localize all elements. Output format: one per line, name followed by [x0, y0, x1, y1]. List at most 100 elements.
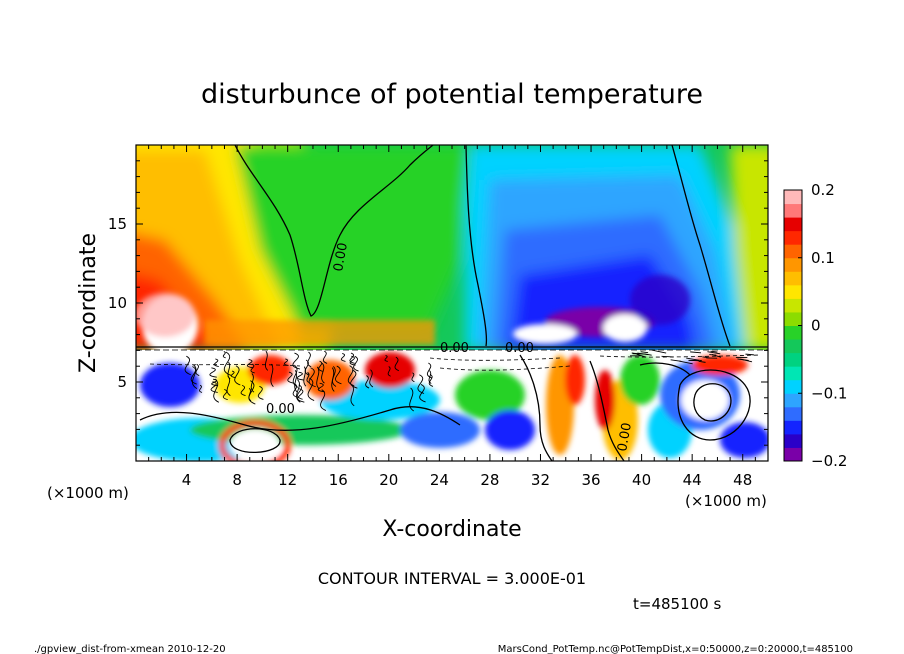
- contour-lower-6: [693, 383, 732, 422]
- turbulent-contour: [250, 373, 255, 393]
- turbulent-contour: [322, 350, 328, 364]
- turbulent-contour: [292, 352, 301, 370]
- warm-region-right: [730, 145, 768, 350]
- turbulent-contour: [409, 387, 414, 412]
- colorbar-tick-label: −0.1: [811, 384, 847, 402]
- turbulent-contour: [184, 355, 191, 376]
- turbulent-contour: [707, 351, 721, 355]
- contour-label-lower-left: 0.00: [266, 402, 295, 417]
- colorbar-swatch: [784, 447, 802, 462]
- turbulent-contour: [240, 384, 246, 397]
- colorbar-swatch: [784, 379, 802, 394]
- x-tick-label: 16: [329, 471, 348, 489]
- turbulent-contour: [195, 363, 200, 376]
- turbulent-contour: [292, 383, 298, 398]
- colorbar-swatch: [784, 271, 802, 286]
- colorbar-swatch: [784, 339, 802, 354]
- colorbar-swatch: [784, 420, 802, 435]
- turbulent-contour: [270, 363, 274, 387]
- colorbar-swatch: [784, 433, 802, 448]
- turbulent-contour: [230, 370, 235, 378]
- turbulent-contour: [335, 365, 342, 385]
- turbulent-contour: [651, 349, 667, 354]
- turbulent-contour: [264, 350, 269, 371]
- turbulent-contour: [740, 358, 753, 363]
- y-tick-label: 10: [108, 294, 127, 312]
- turbulent-contours: [184, 349, 754, 412]
- colorbar-swatch: [784, 203, 802, 218]
- colorbar-swatch: [784, 325, 802, 340]
- dashed-contour-3: [599, 354, 761, 358]
- turbulent-contour: [640, 351, 649, 354]
- contour-lower-7: [639, 362, 691, 376]
- x-tick-label: 4: [182, 471, 192, 489]
- turbulent-contour: [306, 372, 310, 384]
- turbulent-contour: [296, 371, 304, 381]
- turbulent-contour: [209, 367, 217, 378]
- y-axis-label: Z-coordinate: [76, 233, 101, 373]
- turbulent-contour: [711, 354, 722, 358]
- x-tick-label: 32: [531, 471, 550, 489]
- footer-left: ./gpview_dist-from-xmean 2010-12-20: [34, 644, 226, 654]
- turbulent-contour: [226, 375, 231, 396]
- contour-lower-2: [229, 428, 281, 454]
- contour-zero-right-2: [671, 145, 731, 347]
- contour-lines: [136, 145, 768, 461]
- turbulent-contour: [297, 384, 303, 400]
- y-tick-label: 5: [117, 373, 127, 391]
- turbulent-contour: [347, 365, 355, 387]
- contour-label-interface-2: 0.00: [505, 341, 534, 356]
- turbulent-contour: [340, 353, 346, 362]
- turbulent-contour: [636, 353, 647, 358]
- colorbar-swatch: [784, 284, 802, 299]
- lower-red-5: [565, 355, 585, 405]
- colorbar-tick-label: 0.2: [811, 181, 835, 199]
- lower-white-1: [230, 429, 280, 461]
- turbulent-contour: [384, 355, 388, 362]
- colorbar: 0.2 0.1 0 −0.1 −0.2: [783, 181, 847, 470]
- turbulent-contour: [387, 366, 391, 377]
- turbulent-contour: [321, 362, 325, 384]
- turbulent-contour: [369, 369, 374, 388]
- turbulent-contour: [350, 369, 358, 389]
- turbulent-contour: [349, 352, 355, 364]
- turbulent-contour: [428, 370, 432, 384]
- dashed-contour-1: [429, 357, 561, 361]
- turbulent-contour: [199, 384, 203, 393]
- chart-title: disturbunce of potential temperature: [201, 79, 703, 110]
- lower-blue-2: [400, 412, 480, 448]
- lower-red-4: [219, 420, 291, 461]
- contour-zero-right-1: [465, 145, 488, 347]
- lower-green-2: [455, 370, 525, 420]
- violet-blob: [630, 275, 690, 325]
- turbulent-contour: [304, 359, 310, 376]
- y-axis: 5 10 15: [108, 160, 768, 446]
- turbulent-contour: [192, 364, 198, 389]
- turbulent-contour: [353, 355, 359, 372]
- turbulent-contour: [308, 367, 316, 388]
- footer-right: MarsCond_PotTemp.nc@PotTempDist,x=0:5000…: [498, 644, 853, 654]
- contour-label-lower-right: 0.00: [615, 422, 635, 453]
- colorbar-swatch: [784, 190, 802, 205]
- lower-white-2: [681, 380, 729, 420]
- plot-area: 0.00 0.00 0.00 0.00 0.00: [136, 145, 768, 461]
- turbulent-contour: [320, 389, 327, 411]
- x-tick-label: 12: [278, 471, 297, 489]
- turbulent-contour: [318, 360, 323, 372]
- turbulent-contour: [248, 387, 252, 402]
- turbulent-contour: [287, 371, 294, 384]
- contour-lower-1: [139, 406, 461, 431]
- neutral-region: [235, 145, 470, 330]
- turbulent-contour: [294, 369, 298, 393]
- dashed-contour-4: [149, 363, 301, 367]
- contour-interval-text: CONTOUR INTERVAL = 3.000E-01: [318, 569, 586, 588]
- lower-blue-3: [485, 410, 535, 450]
- x-tick-label: 24: [430, 471, 449, 489]
- turbulent-contour: [307, 377, 315, 401]
- contour-lower-5: [677, 369, 751, 441]
- time-text: t=485100 s: [633, 595, 721, 613]
- turbulent-contour: [296, 379, 301, 403]
- turbulent-contour: [698, 360, 706, 363]
- turbulent-contour: [745, 353, 754, 356]
